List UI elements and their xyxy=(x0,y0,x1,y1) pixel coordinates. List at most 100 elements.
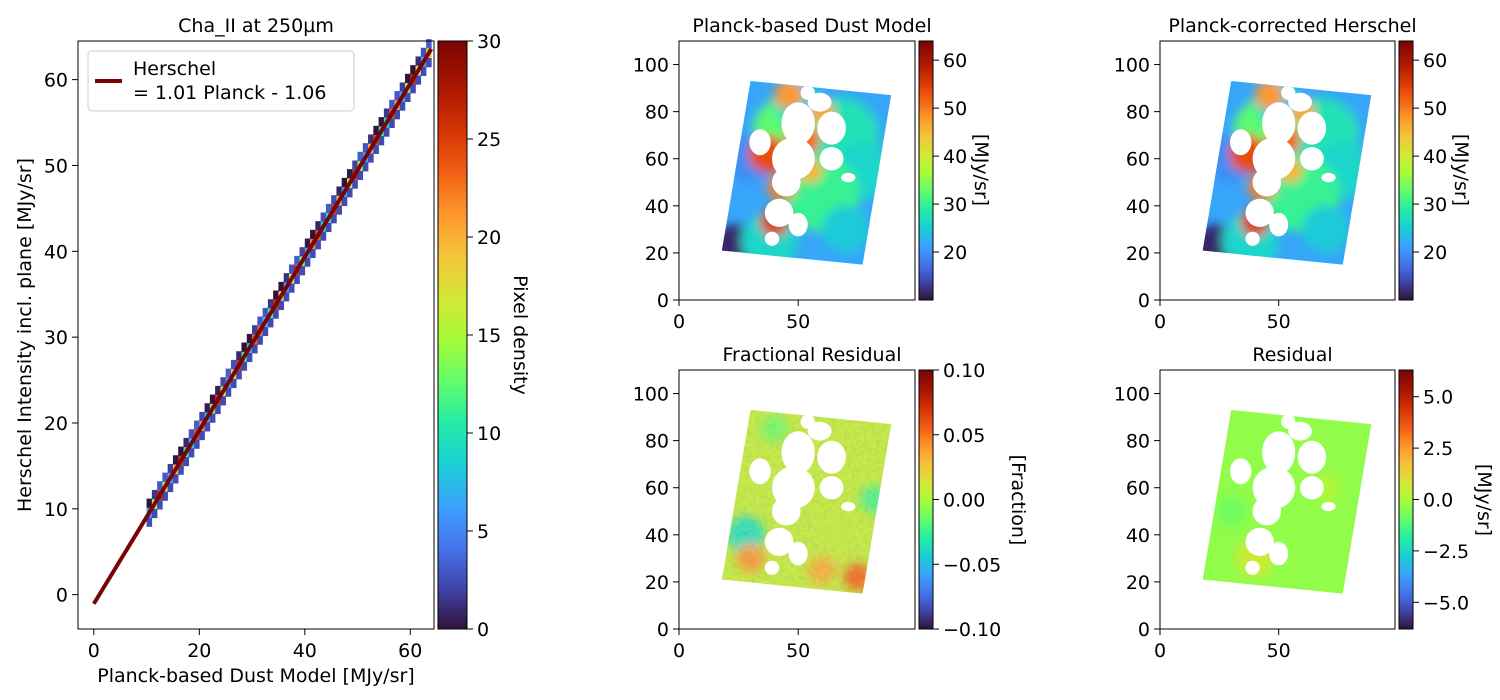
y-tick-label: 40 xyxy=(645,525,669,547)
density-cell xyxy=(304,257,311,267)
masked-region xyxy=(800,85,815,100)
panel-title: Fractional Residual xyxy=(722,344,901,366)
density-cell xyxy=(188,448,195,458)
density-cell xyxy=(389,99,395,110)
density-cell xyxy=(220,377,226,387)
density-cell xyxy=(183,437,190,448)
density-cell xyxy=(199,411,205,422)
y-tick-label: 20 xyxy=(1126,572,1150,594)
density-cell xyxy=(194,439,200,449)
density-cell xyxy=(273,290,279,300)
colorbar xyxy=(1398,369,1414,630)
density-cell xyxy=(341,177,348,188)
density-cell xyxy=(310,248,316,259)
legend: Herschel= 1.01 Planck - 1.06 xyxy=(87,50,355,112)
y-tick-label: 40 xyxy=(1126,196,1150,218)
colorbar-tick-label: 40 xyxy=(1423,146,1447,168)
masked-region xyxy=(764,198,794,228)
map-image xyxy=(721,410,892,594)
y-tick-label: 80 xyxy=(645,431,669,453)
masked-region xyxy=(764,527,794,557)
colorbar-tick-label: −2.5 xyxy=(1423,541,1469,563)
y-tick-label: 0 xyxy=(1138,619,1150,641)
colorbar-tick-label: 30 xyxy=(477,31,501,53)
density-cell xyxy=(294,274,300,285)
density-cell xyxy=(325,222,332,233)
colorbar-tick-label: 5.0 xyxy=(1423,387,1453,409)
masked-region xyxy=(781,102,815,145)
colorbar-tick-label: 0.0 xyxy=(1423,490,1453,512)
density-cell xyxy=(157,500,163,510)
x-tick-label: 50 xyxy=(1267,311,1291,333)
colorbar-tick-label: 25 xyxy=(477,129,501,151)
density-cell xyxy=(362,143,369,153)
colorbar-tick-label: 30 xyxy=(943,194,967,216)
masked-region xyxy=(1321,172,1336,183)
density-cell xyxy=(209,394,216,404)
density-cell xyxy=(172,455,179,465)
masked-region xyxy=(1252,168,1282,197)
density-cell xyxy=(267,318,274,328)
colorbar-tick-label: 20 xyxy=(943,242,967,264)
density-cell xyxy=(304,238,311,248)
masked-region xyxy=(841,172,856,183)
masked-region xyxy=(1230,129,1252,156)
masked-region xyxy=(788,212,808,237)
density-cell xyxy=(215,385,221,396)
legend-label: Herschel xyxy=(133,58,216,80)
colorbar-tick-label: −0.10 xyxy=(943,619,1001,641)
density-cell xyxy=(278,281,284,292)
density-cell xyxy=(157,481,163,491)
y-tick-label: 100 xyxy=(1114,55,1150,77)
y-tick-label: 40 xyxy=(44,241,68,263)
density-cell xyxy=(215,404,221,415)
y-tick-label: 60 xyxy=(1126,149,1150,171)
density-cell xyxy=(167,482,174,493)
colorbar-tick-label: −5.0 xyxy=(1423,592,1469,614)
density-cell xyxy=(299,247,306,257)
panel-model: 0 50 0 20 40 60 80 100 Planck-based Dust Model 20… xyxy=(633,15,992,333)
legend-box xyxy=(87,50,355,112)
density-cell xyxy=(257,335,263,345)
colorbar-tick-label: 10 xyxy=(477,423,501,445)
masked-region xyxy=(817,440,846,474)
density-cell xyxy=(373,125,379,136)
scatter-title: Cha_II at 250µm xyxy=(178,15,334,37)
density-cell xyxy=(420,66,427,76)
density-cell xyxy=(378,136,385,146)
masked-region xyxy=(1321,501,1336,512)
masked-region xyxy=(1300,146,1324,171)
density-cell xyxy=(273,309,279,319)
density-cell xyxy=(194,420,200,430)
panel-title: Residual xyxy=(1252,344,1332,366)
masked-region xyxy=(819,146,844,171)
density-cell xyxy=(404,92,411,102)
colorbar-tick-label: 30 xyxy=(1423,194,1447,216)
density-cell xyxy=(368,153,374,163)
density-cell xyxy=(252,344,258,354)
density-cell xyxy=(362,162,369,172)
density-cell xyxy=(283,292,290,302)
density-cell xyxy=(151,489,158,500)
density-cell xyxy=(383,127,390,137)
density-cell xyxy=(315,221,321,231)
masked-region xyxy=(819,475,844,500)
masked-region xyxy=(841,501,856,512)
panel-title: Planck-based Dust Model xyxy=(692,15,931,37)
x-tick-label: 0 xyxy=(673,311,685,333)
masked-region xyxy=(771,497,801,526)
colorbar xyxy=(918,369,934,630)
colorbar-tick-label: 0 xyxy=(477,619,489,641)
density-cell xyxy=(325,203,332,214)
density-cell xyxy=(199,430,205,441)
y-tick-label: 80 xyxy=(1126,431,1150,453)
colorbar-tick-label: 40 xyxy=(943,146,967,168)
x-tick-label: 50 xyxy=(786,640,810,662)
colorbar-tick-label: 60 xyxy=(943,50,967,72)
x-tick-label: 40 xyxy=(293,640,317,662)
density-cell xyxy=(352,160,358,170)
density-cell xyxy=(236,370,242,380)
y-tick-label: 0 xyxy=(1138,290,1150,312)
